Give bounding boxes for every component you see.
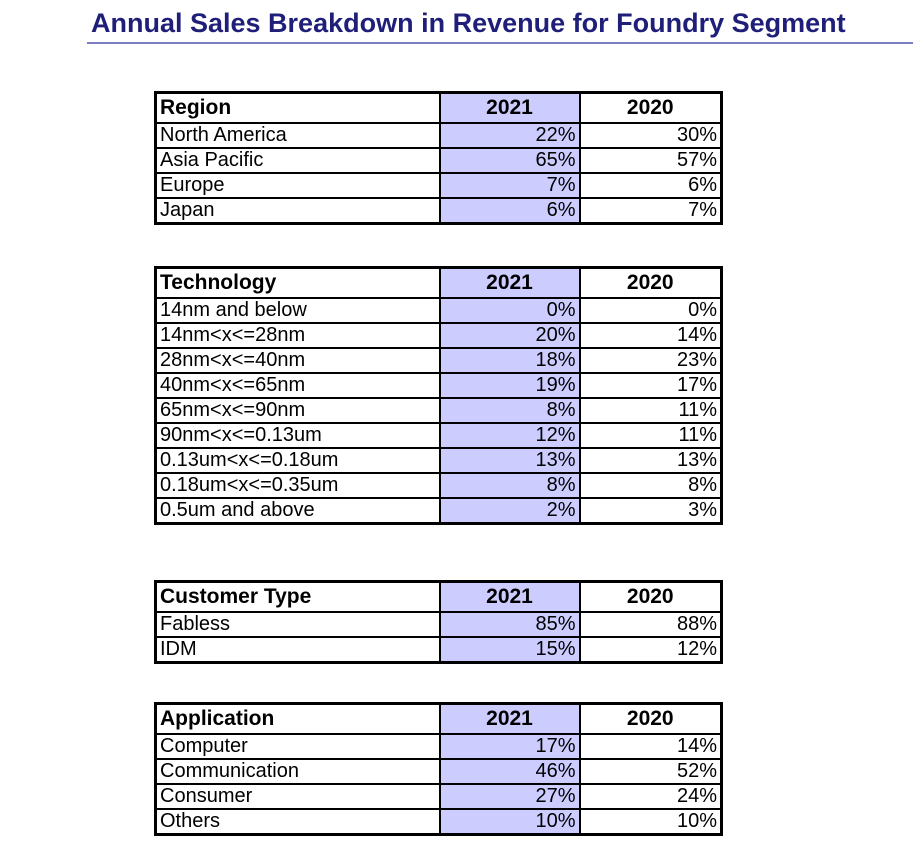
row-label: Fabless xyxy=(154,611,441,638)
table-row: 28nm<x<=40nm 18% 23% xyxy=(154,347,723,374)
row-label: 14nm<x<=28nm xyxy=(154,322,441,349)
table-row: 90nm<x<=0.13um 12% 11% xyxy=(154,422,723,449)
region-table: Region 2021 2020 North America 22% 30% Asia Pa… xyxy=(154,91,723,225)
row-label: Europe xyxy=(154,172,441,199)
column-header-category: Customer Type xyxy=(154,580,441,613)
table-row: 65nm<x<=90nm 8% 11% xyxy=(154,397,723,424)
value-2021: 17% xyxy=(438,733,581,760)
column-header-year: 2021 xyxy=(438,580,581,613)
column-header-year: 2020 xyxy=(578,91,723,124)
value-2020: 14% xyxy=(578,322,723,349)
value-2020: 6% xyxy=(578,172,723,199)
column-header-year: 2021 xyxy=(438,91,581,124)
value-2020: 30% xyxy=(578,122,723,149)
column-header-year: 2020 xyxy=(578,266,723,299)
value-2021: 0% xyxy=(438,297,581,324)
value-2021: 85% xyxy=(438,611,581,638)
technology-table: Technology 2021 2020 14nm and below 0% 0% 14nm… xyxy=(154,266,723,525)
column-header-year: 2021 xyxy=(438,266,581,299)
column-header-category: Technology xyxy=(154,266,441,299)
table-row: Others 10% 10% xyxy=(154,808,723,836)
value-2020: 23% xyxy=(578,347,723,374)
value-2020: 57% xyxy=(578,147,723,174)
value-2021: 8% xyxy=(438,472,581,499)
value-2021: 27% xyxy=(438,783,581,810)
row-label: 0.18um<x<=0.35um xyxy=(154,472,441,499)
row-label: 14nm and below xyxy=(154,297,441,324)
application-table: Application 2021 2020 Computer 17% 14% Communi… xyxy=(154,702,723,836)
page-title: Annual Sales Breakdown in Revenue for Fo… xyxy=(91,8,846,38)
value-2020: 24% xyxy=(578,783,723,810)
value-2021: 10% xyxy=(438,808,581,836)
value-2020: 11% xyxy=(578,397,723,424)
row-label: Asia Pacific xyxy=(154,147,441,174)
row-label: 90nm<x<=0.13um xyxy=(154,422,441,449)
row-label: Consumer xyxy=(154,783,441,810)
value-2021: 46% xyxy=(438,758,581,785)
value-2020: 7% xyxy=(578,197,723,225)
table-row: 14nm<x<=28nm 20% 14% xyxy=(154,322,723,349)
column-header-category: Application xyxy=(154,702,441,735)
value-2021: 19% xyxy=(438,372,581,399)
value-2020: 17% xyxy=(578,372,723,399)
column-header-year: 2021 xyxy=(438,702,581,735)
column-header-year: 2020 xyxy=(578,580,723,613)
table-row: Japan 6% 7% xyxy=(154,197,723,225)
table-header-row: Customer Type 2021 2020 xyxy=(154,580,723,613)
table-row: Consumer 27% 24% xyxy=(154,783,723,810)
customer-type-table: Customer Type 2021 2020 Fabless 85% 88% IDM 15%… xyxy=(154,580,723,664)
table-row: Computer 17% 14% xyxy=(154,733,723,760)
table-row: Europe 7% 6% xyxy=(154,172,723,199)
table-row: 0.18um<x<=0.35um 8% 8% xyxy=(154,472,723,499)
row-label: 0.13um<x<=0.18um xyxy=(154,447,441,474)
value-2021: 6% xyxy=(438,197,581,225)
row-label: 28nm<x<=40nm xyxy=(154,347,441,374)
table-header-row: Technology 2021 2020 xyxy=(154,266,723,299)
value-2020: 14% xyxy=(578,733,723,760)
value-2021: 8% xyxy=(438,397,581,424)
title-underline xyxy=(87,42,913,44)
value-2020: 3% xyxy=(578,497,723,525)
value-2021: 2% xyxy=(438,497,581,525)
value-2020: 8% xyxy=(578,472,723,499)
value-2020: 10% xyxy=(578,808,723,836)
table-header-row: Region 2021 2020 xyxy=(154,91,723,124)
value-2021: 22% xyxy=(438,122,581,149)
value-2021: 15% xyxy=(438,636,581,664)
value-2020: 52% xyxy=(578,758,723,785)
table-row: 40nm<x<=65nm 19% 17% xyxy=(154,372,723,399)
row-label: Computer xyxy=(154,733,441,760)
row-label: IDM xyxy=(154,636,441,664)
table-row: Fabless 85% 88% xyxy=(154,611,723,638)
value-2021: 13% xyxy=(438,447,581,474)
value-2021: 20% xyxy=(438,322,581,349)
row-label: Others xyxy=(154,808,441,836)
value-2020: 0% xyxy=(578,297,723,324)
table-row: 0.5um and above 2% 3% xyxy=(154,497,723,525)
table-row: IDM 15% 12% xyxy=(154,636,723,664)
value-2020: 11% xyxy=(578,422,723,449)
value-2020: 88% xyxy=(578,611,723,638)
table-row: 14nm and below 0% 0% xyxy=(154,297,723,324)
column-header-year: 2020 xyxy=(578,702,723,735)
row-label: Japan xyxy=(154,197,441,225)
table-row: Communication 46% 52% xyxy=(154,758,723,785)
row-label: 65nm<x<=90nm xyxy=(154,397,441,424)
value-2021: 18% xyxy=(438,347,581,374)
row-label: 40nm<x<=65nm xyxy=(154,372,441,399)
value-2021: 7% xyxy=(438,172,581,199)
table-header-row: Application 2021 2020 xyxy=(154,702,723,735)
value-2021: 12% xyxy=(438,422,581,449)
value-2021: 65% xyxy=(438,147,581,174)
table-row: Asia Pacific 65% 57% xyxy=(154,147,723,174)
row-label: North America xyxy=(154,122,441,149)
value-2020: 13% xyxy=(578,447,723,474)
column-header-category: Region xyxy=(154,91,441,124)
row-label: Communication xyxy=(154,758,441,785)
value-2020: 12% xyxy=(578,636,723,664)
table-row: North America 22% 30% xyxy=(154,122,723,149)
table-row: 0.13um<x<=0.18um 13% 13% xyxy=(154,447,723,474)
row-label: 0.5um and above xyxy=(154,497,441,525)
